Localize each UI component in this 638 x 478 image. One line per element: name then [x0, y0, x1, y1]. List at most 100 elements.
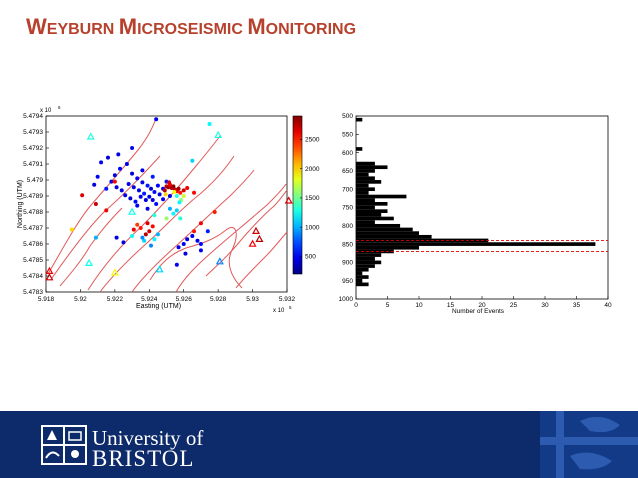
decorative-crest-art	[540, 411, 638, 478]
event-point	[131, 227, 136, 232]
event-point	[93, 235, 98, 240]
station-marker	[251, 226, 261, 234]
event-point	[130, 146, 135, 150]
event-point	[69, 227, 74, 232]
hist-bar	[356, 231, 419, 235]
event-point	[167, 206, 172, 211]
event-point	[147, 229, 152, 234]
colorbar-tick-label: 1500	[305, 195, 320, 202]
event-point	[112, 179, 117, 184]
fault-line-3	[99, 155, 235, 293]
hist-x-tick-label: 40	[604, 302, 612, 309]
map-x-tick-label: 5.928	[210, 296, 227, 303]
hist-y-tick-label: 850	[342, 241, 353, 248]
event-point	[190, 158, 195, 163]
event-point	[140, 168, 145, 173]
station-marker	[86, 132, 95, 140]
fault-line-4	[131, 169, 255, 293]
event-point	[114, 235, 119, 240]
hist-plot-area	[355, 115, 609, 300]
event-point	[212, 210, 217, 214]
hist-y-tick-label: 900	[342, 260, 353, 267]
event-point	[174, 208, 179, 213]
map-x-tick-label: 5.932	[279, 296, 296, 303]
event-point	[150, 174, 155, 179]
station-marker	[85, 258, 94, 266]
hist-bar	[356, 180, 382, 184]
title-rest-3: ONITORING	[265, 21, 357, 38]
map-x-tick-label: 5.922	[107, 296, 124, 303]
hist-x-tick-label: 5	[386, 302, 390, 309]
hist-y-tick-label: 750	[342, 205, 353, 212]
hist-x-tick-label: 25	[510, 302, 518, 309]
event-point	[95, 174, 100, 179]
event-point	[124, 162, 129, 166]
title-rest-1: EYBURN	[46, 21, 119, 38]
colorbar-tick-label: 500	[305, 254, 316, 261]
event-point	[152, 190, 157, 194]
hist-bar	[356, 147, 363, 151]
map-y-tick-label: 5.4792	[23, 145, 43, 152]
map-x-tick-label: 5.918	[38, 296, 55, 303]
hist-bar	[356, 194, 407, 199]
event-point	[135, 176, 140, 181]
event-point	[185, 237, 190, 242]
hist-bar	[356, 172, 369, 177]
event-point	[135, 222, 140, 227]
station-marker	[128, 207, 137, 215]
map-x-exponent-power: 5	[289, 305, 292, 310]
event-point	[143, 232, 148, 237]
event-point	[126, 182, 131, 186]
station-marker	[248, 239, 257, 247]
colorbar	[292, 115, 303, 275]
event-point	[104, 208, 109, 213]
event-point	[123, 193, 128, 198]
hist-x-tick-label: 35	[573, 302, 581, 309]
event-point	[140, 180, 145, 185]
station-marker	[45, 273, 54, 281]
event-point	[174, 262, 179, 267]
hist-bar	[356, 245, 419, 250]
title-rest-2: ICROSEISMIC	[137, 21, 248, 38]
hist-bar	[356, 198, 375, 203]
map-x-tick-label: 5.93	[246, 296, 259, 303]
map-y-tick-label: 5.4784	[23, 273, 43, 280]
map-x-tick-label: 5.924	[141, 296, 158, 303]
colorbar-tick-label: 2000	[305, 166, 320, 173]
event-point	[155, 183, 160, 188]
event-point	[192, 229, 197, 234]
event-point	[190, 234, 195, 238]
title-cap-3: M	[247, 14, 266, 39]
fault-line-1	[51, 155, 161, 279]
event-point	[145, 221, 150, 226]
event-point	[198, 242, 203, 246]
hist-bar	[356, 202, 388, 206]
event-point	[157, 192, 162, 197]
map-y-tick-label: 5.4793	[23, 129, 43, 136]
event-point	[149, 186, 154, 191]
event-point	[155, 232, 160, 237]
hist-bar	[356, 278, 363, 283]
map-y-tick-label: 5.4789	[23, 193, 43, 200]
hist-bar	[356, 271, 363, 276]
event-point	[143, 198, 148, 202]
colorbar-tick-label: 1000	[305, 224, 320, 231]
map-y-tick-label: 5.479	[27, 177, 44, 184]
map-y-axis-label: Northing (UTM)	[17, 180, 24, 228]
map-y-exponent-power: 6	[58, 105, 61, 110]
event-point	[119, 188, 124, 193]
event-point	[138, 194, 143, 199]
event-point	[118, 166, 123, 171]
colorbar-tick-label: 2500	[305, 137, 320, 144]
hist-bar	[356, 220, 375, 224]
hist-x-tick-label: 20	[478, 302, 486, 309]
event-point	[136, 188, 141, 193]
map-x-exponent: x 10	[273, 308, 285, 314]
event-point	[164, 216, 169, 221]
event-point	[130, 234, 135, 238]
event-point	[135, 203, 140, 208]
hist-bar	[356, 117, 363, 122]
hist-y-tick-label: 700	[342, 186, 353, 193]
hist-bar	[356, 191, 369, 195]
depth-histogram: 0 5 10 15 20 25 30 35 40 500 550 600 650 700 750 800 850…	[339, 113, 612, 315]
